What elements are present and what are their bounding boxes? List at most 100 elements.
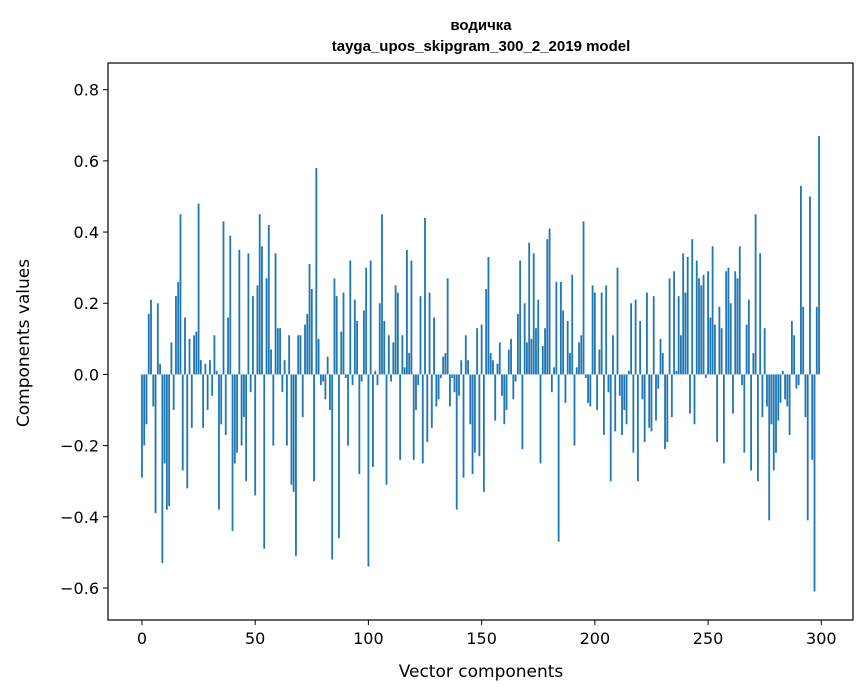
bar-208 (612, 335, 614, 375)
bar-92 (349, 260, 352, 375)
bar-225 (650, 374, 653, 432)
bar-52 (258, 214, 261, 375)
bar-110 (390, 374, 392, 382)
bar-233 (668, 278, 671, 375)
bar-265 (741, 374, 743, 386)
bar-209 (614, 374, 617, 432)
bar-289 (795, 374, 798, 389)
bar-279 (772, 374, 775, 471)
bar-123 (419, 296, 422, 375)
bar-268 (747, 299, 750, 375)
bar-70 (299, 335, 302, 375)
bar-89 (342, 292, 345, 375)
bar-127 (428, 292, 431, 375)
bar-25 (197, 203, 200, 375)
bar-297 (813, 374, 816, 592)
bar-82 (326, 356, 329, 375)
bar-254 (716, 374, 719, 443)
bar-42 (236, 374, 238, 453)
bar-210 (616, 267, 619, 375)
bar-270 (752, 353, 755, 375)
y-axis-label: Components values (14, 259, 34, 427)
bar-35 (220, 374, 223, 425)
bar-144 (467, 360, 469, 375)
bar-31 (211, 374, 214, 396)
bar-121 (415, 374, 417, 411)
bars-group (141, 135, 820, 592)
bar-97 (360, 374, 363, 382)
bar-124 (421, 374, 424, 464)
bar-275 (763, 328, 766, 375)
bar-243 (691, 239, 694, 375)
bar-191 (573, 374, 576, 446)
x-tick-label: 300 (806, 629, 837, 648)
bar-147 (473, 374, 476, 453)
bar-21 (188, 338, 191, 375)
bar-220 (639, 321, 642, 375)
bar-193 (578, 342, 580, 375)
bar-44 (240, 374, 243, 446)
bar-149 (478, 374, 481, 457)
bar-116 (403, 367, 406, 375)
bar-212 (621, 374, 623, 435)
bar-223 (646, 292, 648, 375)
bar-111 (392, 342, 395, 375)
y-tick-label: −0.2 (60, 437, 99, 456)
bar-219 (636, 374, 639, 482)
bar-158 (498, 342, 501, 375)
bar-91 (347, 374, 349, 446)
bar-213 (623, 374, 626, 411)
bar-186 (562, 310, 565, 375)
bar-32 (213, 335, 216, 375)
bar-203 (600, 292, 603, 375)
bar-5 (152, 374, 155, 407)
bar-19 (184, 317, 186, 375)
bar-272 (756, 374, 759, 482)
bar-226 (652, 296, 655, 375)
bar-269 (750, 374, 753, 471)
bar-246 (698, 278, 700, 375)
bar-162 (507, 349, 510, 375)
bar-166 (516, 313, 519, 375)
bar-251 (709, 317, 712, 375)
bar-109 (387, 335, 390, 375)
bar-199 (591, 285, 594, 375)
bar-298 (815, 306, 818, 375)
bar-138 (453, 374, 456, 393)
bar-128 (430, 374, 433, 428)
bar-139 (455, 374, 458, 510)
x-tick-label: 0 (137, 629, 147, 648)
bar-187 (564, 374, 567, 403)
bar-173 (532, 253, 535, 375)
bar-198 (589, 374, 592, 407)
bar-231 (664, 374, 666, 450)
bar-41 (233, 374, 236, 464)
bar-62 (281, 374, 284, 393)
bar-217 (632, 374, 635, 453)
bar-215 (627, 370, 630, 375)
bar-79 (319, 374, 322, 386)
bar-90 (344, 374, 347, 378)
bar-8 (159, 363, 161, 375)
bar-172 (530, 338, 533, 375)
bar-171 (528, 242, 531, 375)
bar-202 (598, 349, 601, 375)
bar-26 (199, 360, 202, 375)
bar-259 (727, 267, 730, 375)
bar-74 (308, 264, 311, 375)
bar-262 (734, 271, 737, 375)
bar-197 (587, 374, 589, 403)
bar-238 (679, 335, 682, 375)
bar-134 (444, 353, 447, 375)
bar-33 (215, 370, 218, 375)
bar-15 (175, 296, 177, 375)
bar-278 (770, 374, 773, 425)
bar-224 (648, 374, 651, 428)
bar-60 (276, 328, 279, 375)
bar-163 (510, 338, 512, 375)
bar-156 (494, 374, 497, 421)
bar-101 (369, 260, 372, 375)
bar-170 (526, 342, 528, 375)
bar-274 (761, 374, 764, 418)
y-tick-label: 0.8 (74, 81, 99, 100)
